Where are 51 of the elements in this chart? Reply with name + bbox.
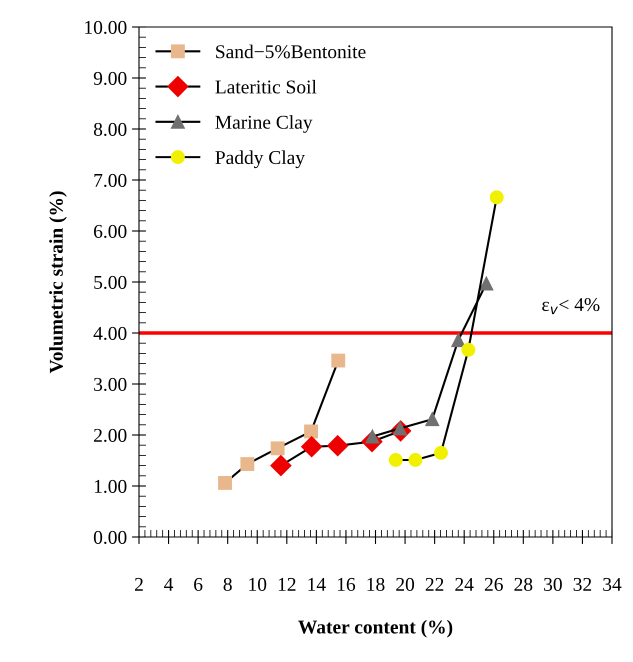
- x-tick-label: 30: [544, 578, 562, 591]
- y-tick-label: 3.00: [94, 378, 126, 392]
- x-tick-label: 4: [164, 578, 174, 591]
- y-tick-label: 5.00: [94, 276, 126, 290]
- y-tick-label: 4.00: [94, 326, 126, 340]
- x-tick-label: 22: [426, 578, 444, 591]
- ref-line-label: ε$_{v}$< 4%: [542, 298, 600, 314]
- x-tick-label: 18: [367, 578, 384, 591]
- point: [301, 436, 322, 458]
- x-tick-label: 26: [484, 578, 503, 591]
- point: [434, 446, 448, 460]
- point: [461, 342, 476, 357]
- point: [490, 190, 504, 204]
- legend-label: Marine Clay: [215, 115, 312, 133]
- x-tick-label: 8: [224, 578, 232, 591]
- x-tick-label: 14: [308, 578, 326, 591]
- legend-label: Sand−5%Bentonite: [216, 44, 366, 58]
- point: [240, 457, 254, 472]
- point: [270, 455, 292, 476]
- point: [327, 435, 348, 456]
- point: [408, 453, 422, 467]
- legend-label: Paddy Clay: [215, 150, 305, 168]
- x-tick-label: 24: [455, 578, 474, 591]
- y-tick-label: 10.00: [85, 20, 126, 34]
- point: [388, 453, 403, 467]
- x-tick-label: 28: [514, 578, 532, 591]
- y-tick-label: 0.00: [94, 530, 126, 544]
- point: [479, 276, 494, 290]
- x-tick-label: 12: [278, 578, 296, 591]
- x-tick-label: 2: [134, 578, 143, 591]
- legend-label: Lateritic Soil: [215, 80, 316, 94]
- point: [425, 412, 440, 426]
- y-tick-label: 1.00: [94, 480, 126, 494]
- x-tick-label: 10: [249, 578, 266, 591]
- y-tick-label: 9.00: [94, 72, 126, 86]
- x-tick-label: 20: [396, 578, 414, 591]
- x-tick-label: 32: [574, 578, 592, 591]
- point: [304, 424, 318, 438]
- y-tick-label: 2.00: [94, 428, 126, 442]
- x-tick-label: 6: [194, 578, 202, 591]
- point: [451, 333, 466, 348]
- point: [331, 354, 346, 368]
- x-tick-label: 16: [338, 578, 356, 591]
- point: [270, 441, 285, 456]
- y-tick-label: 7.00: [94, 174, 126, 188]
- point: [218, 476, 232, 490]
- y-axis-title: Volumetric strain (%): [49, 191, 67, 374]
- x-axis-title: Water content (%): [298, 620, 452, 638]
- y-tick-label: 8.00: [94, 122, 126, 136]
- y-tick-label: 6.00: [94, 224, 126, 238]
- x-tick-label: 34: [603, 578, 622, 591]
